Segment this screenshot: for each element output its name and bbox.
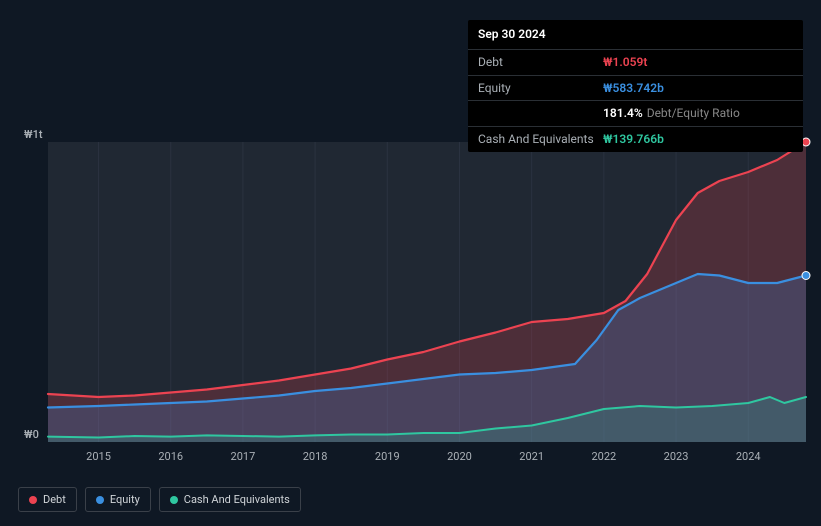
legend: Debt Equity Cash And Equivalents bbox=[18, 487, 301, 512]
x-axis-label: 2021 bbox=[519, 450, 544, 463]
legend-item-label: Equity bbox=[110, 493, 140, 506]
tooltip-row-label: Equity bbox=[478, 80, 603, 97]
cash-dot-icon bbox=[170, 496, 178, 504]
tooltip-row-value: ₩139.766b bbox=[603, 131, 664, 148]
legend-item-equity[interactable]: Equity bbox=[85, 487, 151, 512]
tooltip-row-value: ₩583.742b bbox=[603, 80, 664, 97]
tooltip-row: Debt₩1.059t bbox=[468, 49, 803, 75]
debt-dot-icon bbox=[29, 496, 37, 504]
tooltip-row: 181.4%Debt/Equity Ratio bbox=[468, 100, 803, 126]
tooltip-date: Sep 30 2024 bbox=[468, 20, 803, 49]
equity-dot-icon bbox=[96, 496, 104, 504]
x-axis-label: 2019 bbox=[375, 450, 400, 463]
tooltip-row-value: ₩1.059t bbox=[603, 54, 647, 71]
y-axis-min-label: ₩0 bbox=[24, 428, 39, 441]
chart-tooltip: Sep 30 2024 Debt₩1.059tEquity₩583.742b18… bbox=[468, 20, 803, 152]
tooltip-row-label bbox=[478, 105, 603, 122]
x-axis-label: 2017 bbox=[231, 450, 256, 463]
x-axis-label: 2022 bbox=[591, 450, 616, 463]
x-axis-label: 2020 bbox=[447, 450, 472, 463]
legend-item-debt[interactable]: Debt bbox=[18, 487, 77, 512]
x-axis-label: 2016 bbox=[158, 450, 183, 463]
x-axis-label: 2018 bbox=[303, 450, 328, 463]
x-axis-label: 2023 bbox=[664, 450, 689, 463]
legend-item-label: Cash And Equivalents bbox=[184, 493, 290, 506]
tooltip-row: Cash And Equivalents₩139.766b bbox=[468, 126, 803, 152]
tooltip-row-label: Cash And Equivalents bbox=[478, 131, 603, 148]
tooltip-row-value: 181.4% bbox=[603, 105, 643, 122]
y-axis-max-label: ₩1t bbox=[24, 128, 42, 141]
legend-item-label: Debt bbox=[43, 493, 66, 506]
tooltip-row-sub: Debt/Equity Ratio bbox=[647, 105, 740, 122]
legend-item-cash[interactable]: Cash And Equivalents bbox=[159, 487, 301, 512]
x-axis-label: 2024 bbox=[736, 450, 761, 463]
tooltip-row: Equity₩583.742b bbox=[468, 75, 803, 101]
x-axis-label: 2015 bbox=[86, 450, 111, 463]
tooltip-row-label: Debt bbox=[478, 54, 603, 71]
